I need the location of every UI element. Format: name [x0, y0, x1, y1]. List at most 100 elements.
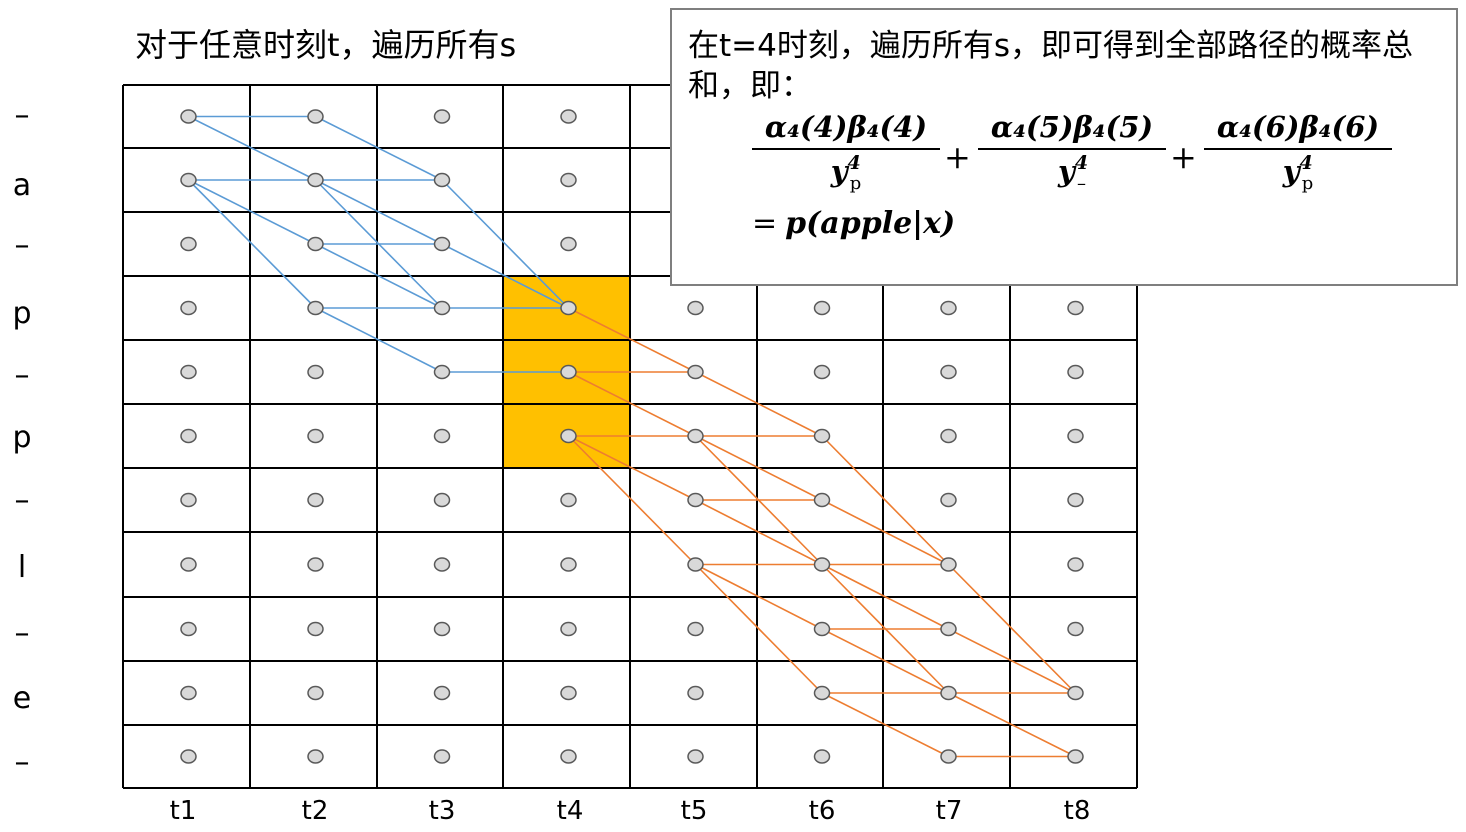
path-edge: [821, 628, 949, 694]
path-edge: [948, 692, 1076, 758]
lattice-node: [687, 364, 704, 380]
col-label: t7: [935, 796, 963, 826]
lattice-node: [180, 428, 197, 444]
row-label: –: [14, 616, 30, 651]
lattice-node: [940, 492, 957, 508]
path-edge: [568, 307, 696, 373]
denominator-base: y: [1282, 154, 1300, 188]
lattice-node: [560, 428, 577, 444]
lattice-node: [307, 109, 324, 124]
lattice-node: [813, 621, 831, 637]
lattice-node: [180, 364, 197, 380]
path-edge: [567, 435, 697, 566]
col-label: t3: [428, 796, 456, 826]
col-label: t2: [301, 796, 329, 826]
denominator-base: y: [1057, 154, 1075, 188]
fraction-term: α₄(4)β₄(4) y4p: [752, 110, 940, 194]
lattice-node: [180, 109, 197, 124]
fraction-numerator: α₄(5)β₄(5): [990, 110, 1154, 144]
lattice-node: [433, 364, 451, 380]
lattice-node: [687, 749, 704, 764]
path-edge: [821, 563, 949, 630]
path-edge: [695, 499, 823, 566]
lattice-node: [560, 621, 577, 637]
backward-edges: [567, 307, 1077, 758]
lattice-node: [940, 300, 957, 316]
lattice-node: [560, 109, 577, 124]
lattice-node: [1067, 428, 1084, 444]
path-edge: [315, 307, 443, 373]
plus-sign: +: [1170, 138, 1197, 176]
col-label: t8: [1063, 796, 1091, 826]
fraction-denominator: y4–: [978, 152, 1166, 194]
row-label: l: [17, 550, 27, 585]
lattice-node: [180, 492, 197, 508]
fraction-denominator: y4p: [1204, 152, 1392, 194]
lattice-node: [433, 300, 451, 316]
lattice-node: [1067, 364, 1084, 380]
lattice-node: [307, 364, 324, 380]
lattice-node: [687, 300, 704, 316]
path-edge: [948, 628, 1076, 694]
lattice-node: [307, 492, 324, 508]
lattice-node: [1067, 685, 1084, 701]
denominator-sup: 4: [1299, 152, 1313, 174]
lattice-node: [307, 749, 324, 764]
path-edge: [441, 179, 570, 309]
lattice-node: [813, 364, 831, 380]
lattice-node: [560, 557, 577, 572]
info-box: 在t=4时刻，遍历所有s，即可得到全部路径的概率总和，即： α₄(4)β₄(4)…: [670, 8, 1458, 286]
lattice-node: [940, 364, 957, 380]
info-text: 在t=4时刻，遍历所有s，即可得到全部路径的概率总和，即：: [688, 28, 1414, 104]
path-edge: [695, 371, 823, 437]
page-title: 对于任意时刻t，遍历所有s: [135, 26, 517, 64]
row-label: a: [12, 168, 32, 203]
lattice-node: [560, 685, 577, 701]
path-edge: [315, 115, 443, 181]
denominator-sub: p: [849, 173, 862, 194]
lattice-node: [433, 621, 451, 637]
lattice-node: [687, 685, 704, 701]
lattice-node: [1067, 621, 1084, 637]
formula: α₄(4)β₄(4) y4p + α₄(5)β₄(5) y4– + α₄(6)β…: [752, 110, 1452, 250]
lattice-node: [940, 557, 957, 572]
lattice-node: [433, 428, 451, 444]
lattice-node: [940, 428, 957, 444]
lattice-node: [560, 492, 577, 508]
path-edge: [695, 563, 823, 630]
denominator-base: y: [830, 154, 848, 188]
lattice-node: [307, 557, 324, 572]
row-label: –: [14, 228, 30, 263]
path-edge: [315, 179, 443, 245]
row-label: –: [14, 358, 30, 393]
lattice-node: [687, 557, 704, 572]
path-edge: [821, 499, 949, 566]
lattice-node: [940, 685, 957, 701]
lattice-node: [433, 236, 451, 252]
path-edge: [188, 179, 316, 245]
nodes: [180, 109, 1084, 764]
path-edge: [315, 243, 443, 309]
lattice-node: [433, 685, 451, 701]
lattice-node: [813, 492, 831, 508]
lattice-node: [813, 749, 831, 764]
path-edge: [694, 563, 823, 694]
lattice-node: [180, 300, 197, 316]
row-label: –: [14, 745, 30, 780]
lattice-node: [940, 621, 957, 637]
lattice-node: [307, 621, 324, 637]
col-label: t4: [556, 796, 584, 826]
fraction-denominator: y4p: [752, 152, 940, 194]
lattice-node: [307, 685, 324, 701]
lattice-node: [1067, 492, 1084, 508]
row-label: p: [12, 420, 32, 455]
path-edge: [187, 179, 317, 309]
denominator-sub: –: [1077, 173, 1087, 194]
col-label: t6: [808, 796, 836, 826]
row-label: –: [14, 98, 30, 133]
row-label: –: [14, 483, 30, 518]
lattice-node: [180, 557, 197, 572]
lattice-node: [433, 492, 451, 508]
col-label: t1: [169, 796, 197, 826]
denominator-sup: 4: [1074, 152, 1089, 174]
